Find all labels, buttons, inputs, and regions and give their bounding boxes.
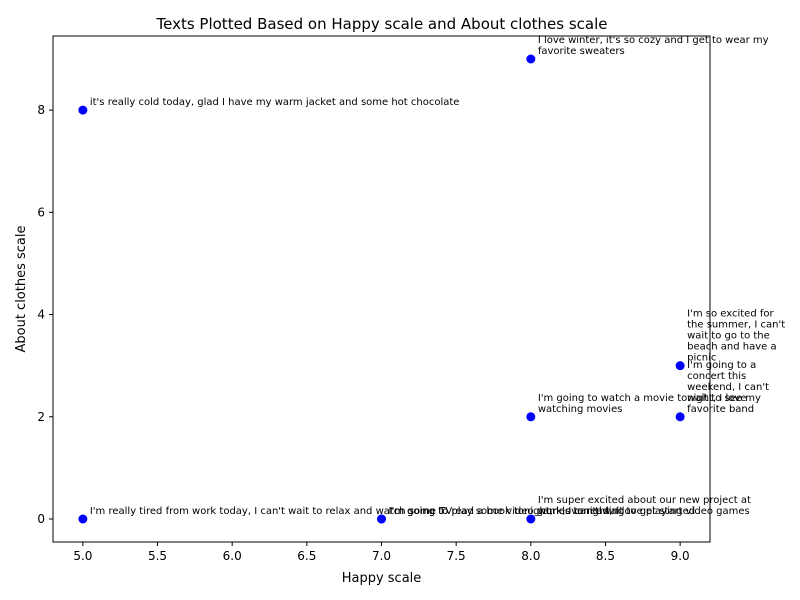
x-tick-label: 6.5 — [297, 549, 316, 563]
x-tick-label: 5.5 — [148, 549, 167, 563]
x-tick-label: 9.0 — [671, 549, 690, 563]
point-annotation: I'm going to a concert this weekend, I can… — [687, 360, 769, 415]
x-tick-label: 6.0 — [223, 549, 242, 563]
data-point — [526, 514, 536, 524]
y-axis-label: About clothes scale — [14, 225, 29, 352]
data-point — [675, 412, 685, 422]
x-tick-label: 8.5 — [596, 549, 615, 563]
x-tick-label: 7.0 — [372, 549, 391, 563]
y-tick-label: 2 — [37, 410, 45, 424]
data-point — [526, 412, 536, 422]
point-annotation: I'm super excited about our new project … — [538, 495, 751, 517]
data-point — [377, 514, 386, 524]
y-tick-label: 8 — [37, 103, 45, 117]
chart-title: Texts Plotted Based on Happy scale and A… — [156, 15, 608, 33]
plot-frame — [52, 35, 711, 543]
y-tick-label: 6 — [37, 205, 45, 219]
data-point — [675, 361, 685, 371]
x-axis-label: Happy scale — [342, 571, 422, 586]
y-tick-label: 4 — [37, 308, 45, 322]
point-annotation: I'm going to watch a movie tonight, I lo… — [538, 393, 747, 415]
point-annotation: it's really cold today, glad I have my w… — [90, 97, 460, 108]
point-annotation: I'm going to play some video games tonig… — [389, 506, 750, 517]
x-tick-label: 5.0 — [73, 549, 92, 563]
x-tick-label: 7.5 — [447, 549, 466, 563]
data-point — [78, 105, 88, 115]
point-annotation: I'm so excited for the summer, I can't wai… — [687, 309, 785, 364]
data-point — [526, 54, 536, 64]
y-tick-label: 0 — [37, 512, 45, 526]
data-point — [78, 514, 88, 524]
point-annotation: I'm going to read a book tonight, I love… — [389, 506, 625, 517]
x-tick-label: 8.0 — [521, 549, 540, 563]
point-annotation: I'm really tired from work today, I can'… — [90, 506, 452, 517]
point-annotation: I love winter, it's so cozy and I get to… — [538, 35, 769, 57]
